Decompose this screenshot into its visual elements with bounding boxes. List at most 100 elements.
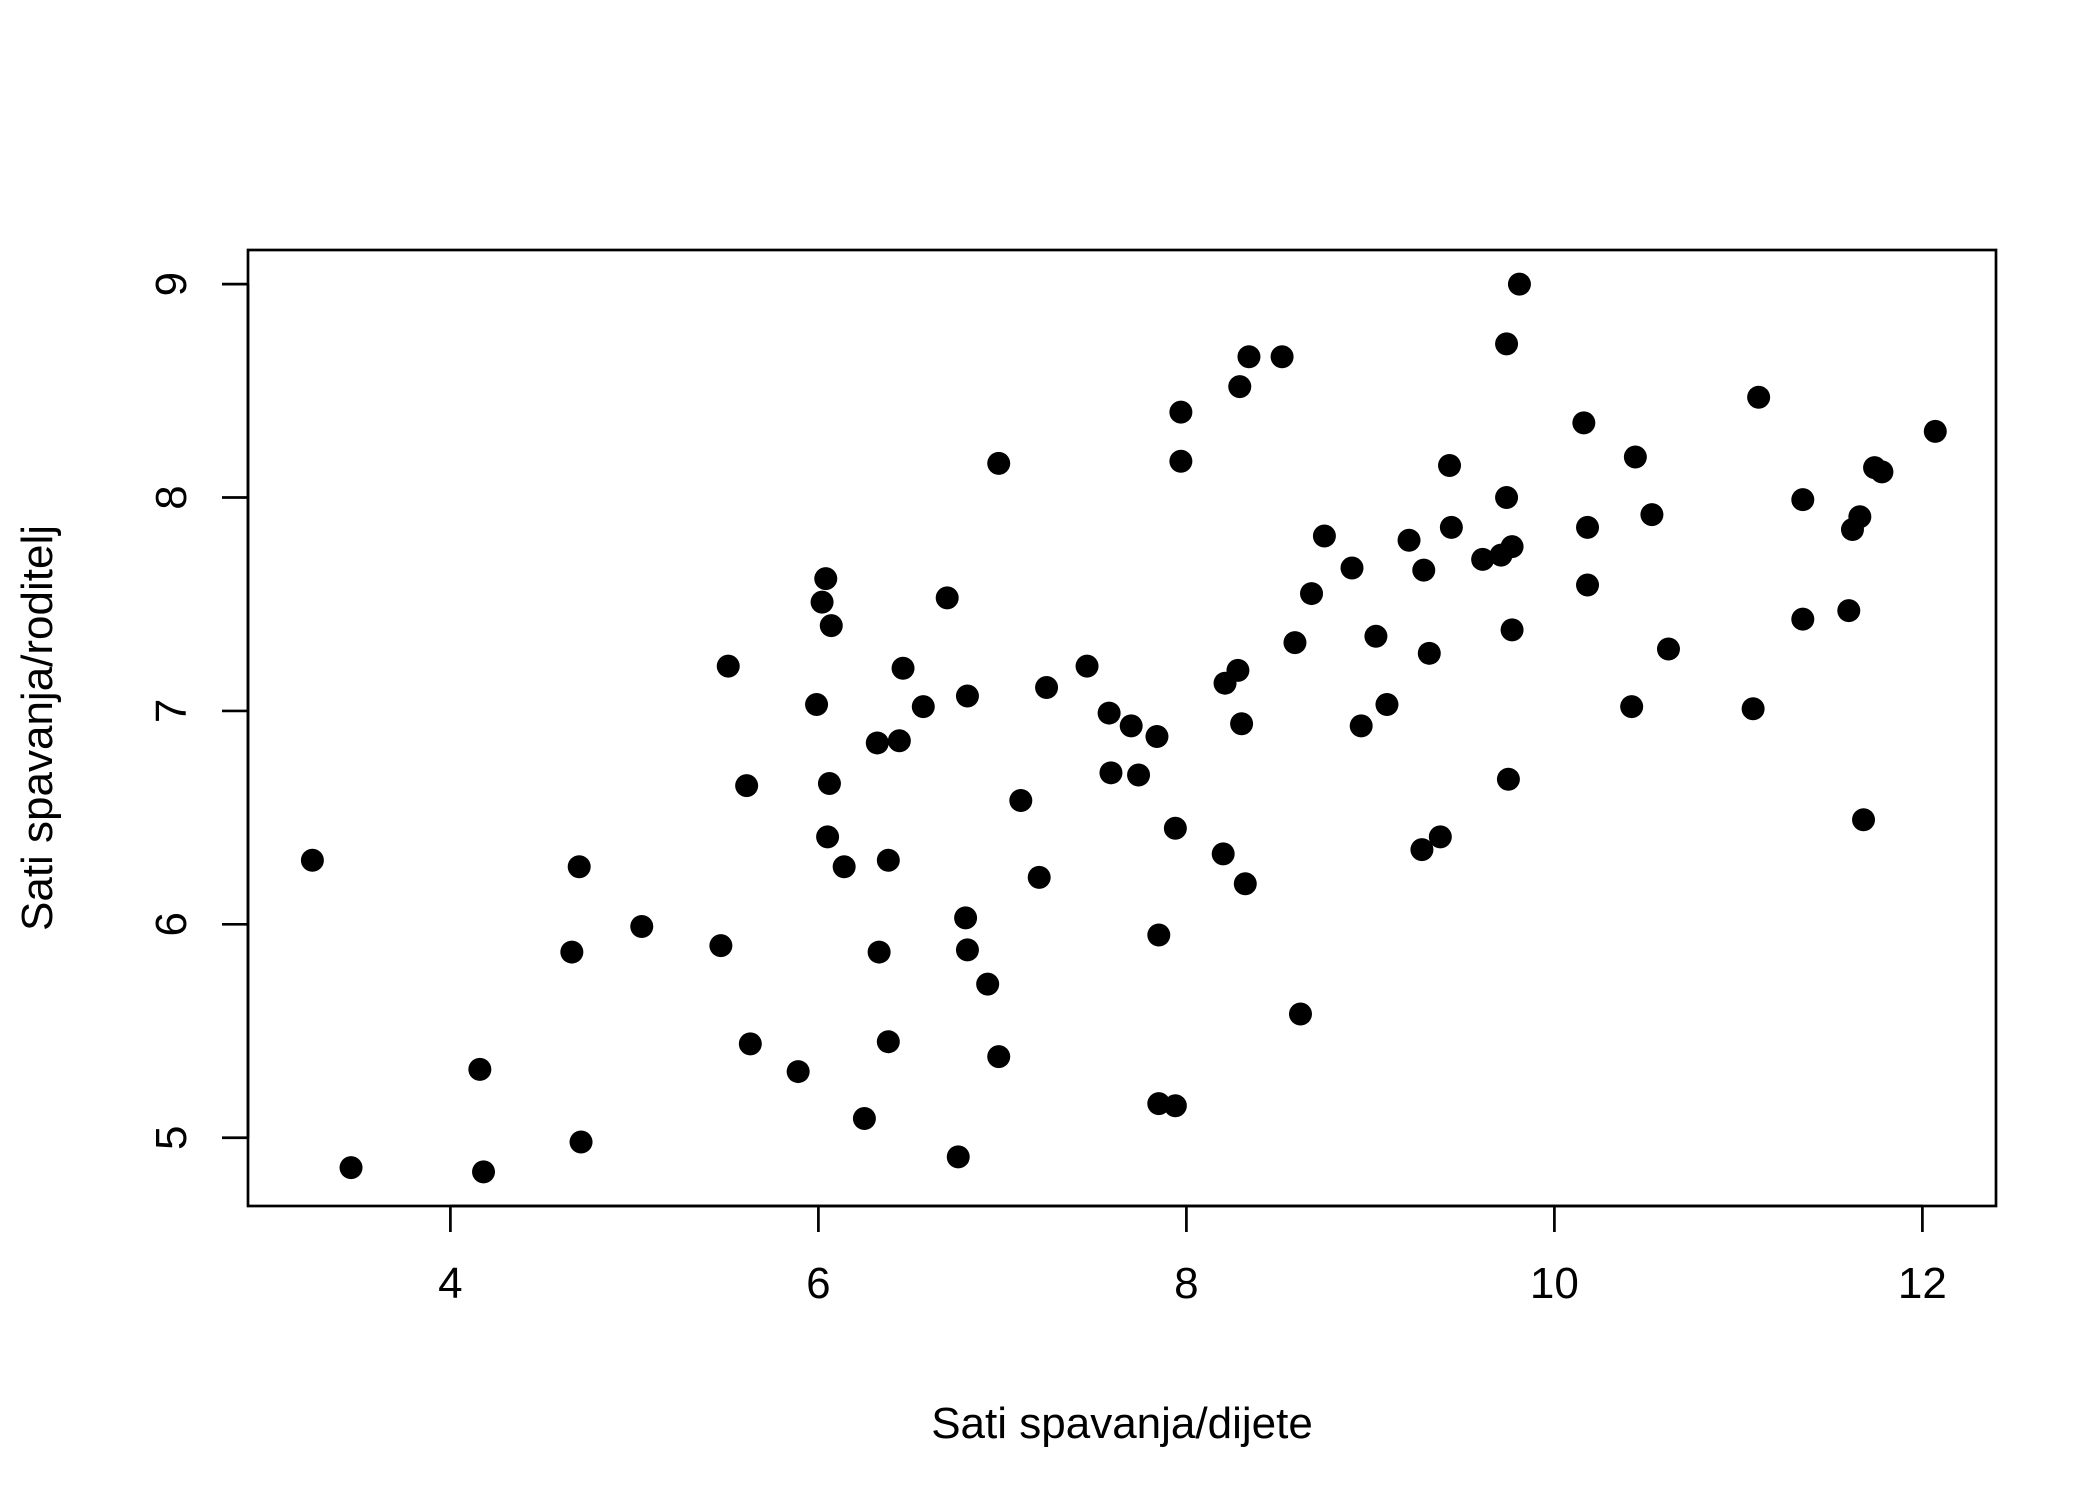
data-point <box>1747 385 1771 409</box>
data-point <box>1576 573 1600 597</box>
data-point <box>560 940 584 964</box>
data-point <box>1300 582 1324 606</box>
data-point <box>1364 624 1388 648</box>
y-tick-label: 6 <box>147 912 196 936</box>
y-axis-title: Sati spavanja/roditelj <box>13 525 62 931</box>
data-point <box>1640 503 1664 527</box>
x-axis-title: Sati spavanja/dijete <box>931 1399 1313 1448</box>
x-tick-label: 4 <box>438 1259 462 1308</box>
data-point <box>1163 1094 1187 1118</box>
data-point <box>567 855 591 879</box>
data-point <box>1495 332 1519 356</box>
y-tick-label: 7 <box>147 699 196 723</box>
data-point <box>1500 618 1524 642</box>
data-point <box>887 729 911 753</box>
data-points <box>300 272 1947 1184</box>
data-point <box>1283 631 1307 655</box>
data-point <box>911 695 935 719</box>
x-axis: 4 6 8 10 12 <box>438 1204 1947 1308</box>
data-point <box>1572 411 1596 435</box>
data-point <box>1237 345 1261 369</box>
data-point <box>876 1030 900 1054</box>
data-point <box>955 938 979 962</box>
data-point <box>935 586 959 610</box>
data-point <box>1495 486 1519 510</box>
data-point <box>1340 556 1364 580</box>
data-point <box>816 825 840 849</box>
data-point <box>810 590 834 614</box>
data-point <box>1312 524 1336 548</box>
data-point <box>716 654 740 678</box>
data-point <box>1397 528 1421 552</box>
data-point <box>1169 400 1193 424</box>
data-point <box>865 731 889 755</box>
data-point <box>1438 454 1462 478</box>
data-point <box>987 451 1011 475</box>
data-point <box>1623 445 1647 469</box>
data-point <box>472 1160 496 1184</box>
y-tick-label: 9 <box>147 272 196 296</box>
data-point <box>1375 693 1399 717</box>
data-point <box>891 656 915 680</box>
data-point <box>1127 763 1151 787</box>
data-point <box>1923 419 1947 443</box>
x-tick-label: 12 <box>1898 1259 1947 1308</box>
x-tick-label: 6 <box>806 1259 830 1308</box>
data-point <box>1410 838 1434 862</box>
data-point <box>1412 558 1436 582</box>
data-point <box>709 934 733 958</box>
x-tick-label: 10 <box>1530 1259 1579 1308</box>
data-point <box>339 1156 363 1180</box>
data-point <box>987 1045 1011 1069</box>
data-point <box>1791 607 1815 631</box>
data-point <box>738 1032 762 1056</box>
y-tick-label: 8 <box>147 485 196 509</box>
data-point <box>1791 488 1815 512</box>
data-point <box>1163 816 1187 840</box>
data-point <box>1349 714 1373 738</box>
x-tick-label: 8 <box>1174 1259 1198 1308</box>
data-point <box>946 1145 970 1169</box>
data-point <box>1226 658 1250 682</box>
data-point <box>1233 872 1257 896</box>
data-point <box>832 855 856 879</box>
data-point <box>1211 842 1235 866</box>
data-point <box>817 771 841 795</box>
data-point <box>1741 697 1765 721</box>
data-point <box>630 914 654 938</box>
data-point <box>1097 701 1121 725</box>
data-point <box>1507 272 1531 296</box>
data-point <box>1035 675 1059 699</box>
data-point <box>1099 761 1123 785</box>
y-tick-label: 5 <box>147 1125 196 1149</box>
data-point <box>1471 547 1495 571</box>
data-point <box>1620 695 1644 719</box>
data-point <box>954 906 978 930</box>
data-point <box>1230 712 1254 736</box>
data-point <box>867 940 891 964</box>
data-point <box>852 1107 876 1131</box>
data-point <box>876 848 900 872</box>
data-point <box>300 848 324 872</box>
data-point <box>805 693 829 717</box>
data-point <box>786 1060 810 1084</box>
data-point <box>1270 345 1294 369</box>
data-point <box>1075 654 1099 678</box>
data-point <box>819 614 843 638</box>
data-point <box>1027 865 1051 889</box>
data-point <box>1169 449 1193 473</box>
data-point <box>1500 535 1524 559</box>
data-point <box>569 1130 593 1154</box>
data-point <box>1852 808 1876 832</box>
data-point <box>1147 923 1171 947</box>
data-point <box>1496 767 1520 791</box>
data-point <box>1576 515 1600 539</box>
data-point <box>1837 599 1861 623</box>
data-point <box>1428 825 1452 849</box>
data-point <box>1848 505 1872 529</box>
data-point <box>1009 789 1033 813</box>
data-point <box>1439 515 1463 539</box>
data-point <box>976 972 1000 996</box>
data-point <box>814 567 838 591</box>
data-point <box>1870 460 1894 484</box>
